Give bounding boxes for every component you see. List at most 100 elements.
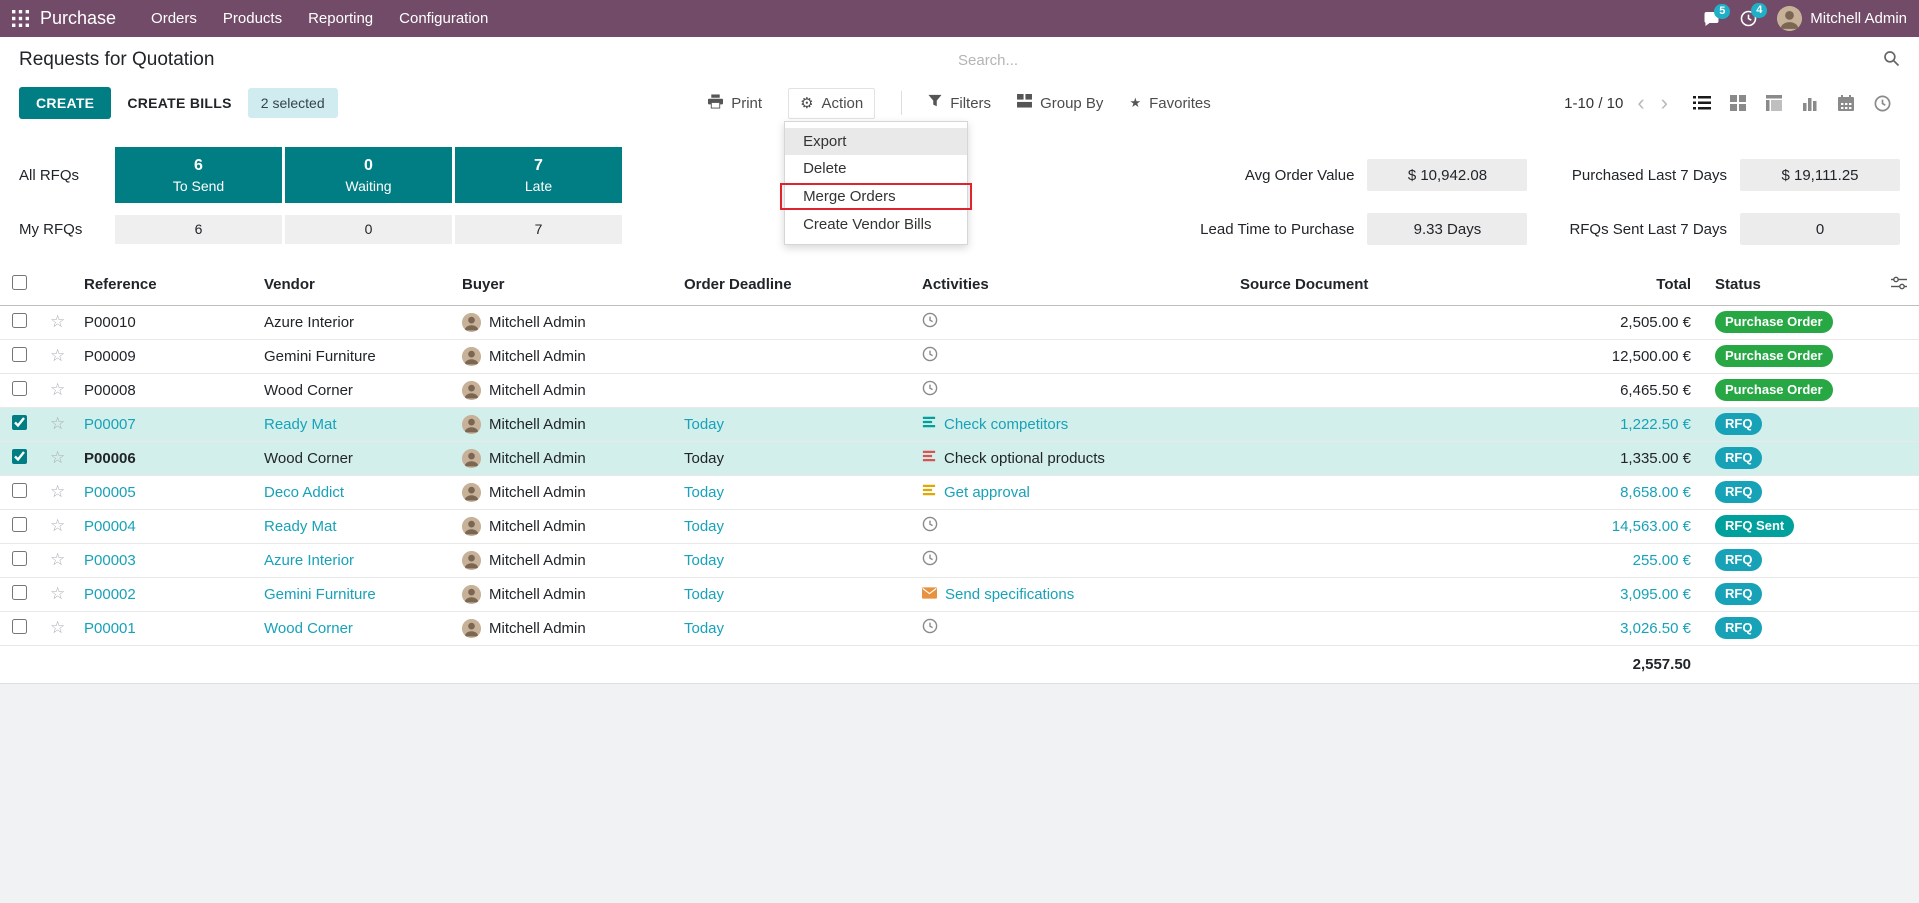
graph-view-icon[interactable] [1792, 88, 1828, 118]
action-menu-item-create-vendor-bills[interactable]: Create Vendor Bills [803, 215, 932, 233]
row-checkbox[interactable] [12, 346, 27, 362]
reference-link[interactable]: P00010 [84, 313, 136, 331]
pager-previous-icon[interactable]: ‹ [1637, 90, 1645, 115]
tasks-icon[interactable] [922, 415, 936, 433]
row-checkbox[interactable] [12, 448, 27, 464]
clock-icon[interactable] [922, 550, 938, 570]
create-button[interactable]: CREATE [19, 87, 112, 119]
row-checkbox[interactable] [12, 584, 27, 600]
clock-icon[interactable] [922, 312, 938, 332]
activities-icon[interactable]: 4 [1740, 3, 1768, 27]
row-checkbox[interactable] [12, 414, 27, 430]
favorite-star-icon[interactable]: ☆ [50, 516, 66, 535]
menu-products[interactable]: Products [222, 10, 283, 27]
activity-label[interactable]: Check competitors [944, 415, 1069, 433]
tasks-icon[interactable] [922, 449, 936, 467]
envelope-icon[interactable] [922, 586, 937, 603]
col-header-source-document[interactable]: Source Document [1228, 265, 1538, 306]
favorite-star-icon[interactable]: ☆ [50, 482, 66, 501]
reference-link[interactable]: P00005 [84, 483, 136, 501]
messages-icon[interactable]: 5 [1703, 3, 1731, 27]
kanban-view-icon[interactable] [1720, 88, 1756, 118]
table-row[interactable]: ☆ P00003 Azure Interior Mitchell Admin T… [0, 543, 1919, 578]
favorite-star-icon[interactable]: ☆ [50, 618, 66, 637]
reference-link[interactable]: P00007 [84, 415, 136, 433]
tasks-icon[interactable] [922, 483, 936, 501]
create-bills-button[interactable]: CREATE BILLS [127, 95, 232, 111]
row-checkbox[interactable] [12, 516, 27, 532]
reference-link[interactable]: P00009 [84, 347, 136, 365]
table-row[interactable]: ☆ P00002 Gemini Furniture Mitchell Admin… [0, 577, 1919, 612]
filters-button[interactable]: Filters [928, 94, 991, 112]
table-row[interactable]: ☆ P00010 Azure Interior Mitchell Admin 2… [0, 305, 1919, 340]
my-kpi-to-send[interactable]: 6 [115, 214, 282, 244]
activity-label[interactable]: Send specifications [945, 585, 1075, 603]
reference-link[interactable]: P00008 [84, 381, 136, 399]
col-header-buyer[interactable]: Buyer [450, 265, 672, 306]
row-checkbox[interactable] [12, 312, 27, 328]
row-checkbox[interactable] [12, 618, 27, 634]
pager-next-icon[interactable]: › [1660, 90, 1668, 115]
table-row[interactable]: ☆ P00007 Ready Mat Mitchell Admin Today … [0, 407, 1919, 442]
table-row[interactable]: ☆ P00004 Ready Mat Mitchell Admin Today … [0, 509, 1919, 544]
table-row[interactable]: ☆ P00005 Deco Addict Mitchell Admin Toda… [0, 475, 1919, 510]
menu-reporting[interactable]: Reporting [308, 10, 374, 27]
favorite-star-icon[interactable]: ☆ [50, 414, 66, 433]
action-menu-item-export[interactable]: Export [785, 127, 968, 155]
app-name[interactable]: Purchase [40, 8, 117, 28]
favorite-star-icon[interactable]: ☆ [50, 448, 66, 467]
row-checkbox[interactable] [12, 482, 27, 498]
row-checkbox[interactable] [12, 380, 27, 396]
user-menu[interactable]: Mitchell Admin [1777, 6, 1907, 31]
kpi-waiting[interactable]: 0 Waiting [285, 147, 452, 203]
reference-link[interactable]: P00003 [84, 551, 136, 569]
col-header-status[interactable]: Status [1703, 265, 1879, 306]
my-kpi-late[interactable]: 7 [455, 214, 622, 244]
table-row[interactable]: ☆ P00001 Wood Corner Mitchell Admin Toda… [0, 611, 1919, 646]
table-row[interactable]: ☆ P00009 Gemini Furniture Mitchell Admin… [0, 339, 1919, 374]
pivot-view-icon[interactable] [1756, 88, 1792, 118]
col-header-order-deadline[interactable]: Order Deadline [672, 265, 910, 306]
clock-icon[interactable] [922, 516, 938, 536]
table-row[interactable]: ☆ P00006 Wood Corner Mitchell Admin Toda… [0, 441, 1919, 476]
activity-label[interactable]: Get approval [944, 483, 1030, 501]
search-icon[interactable] [1883, 50, 1900, 71]
reference-link[interactable]: P00006 [84, 449, 136, 467]
favorite-star-icon[interactable]: ☆ [50, 550, 66, 569]
clock-icon[interactable] [922, 380, 938, 400]
action-menu-item-merge-orders[interactable]: Merge Orders [780, 182, 973, 210]
my-kpi-waiting[interactable]: 0 [285, 214, 452, 244]
favorite-star-icon[interactable]: ☆ [50, 380, 66, 399]
col-header-activities[interactable]: Activities [910, 265, 1228, 306]
favorite-star-icon[interactable]: ☆ [50, 312, 66, 331]
row-checkbox[interactable] [12, 550, 27, 566]
action-menu-item-delete[interactable]: Delete [803, 159, 847, 177]
menu-orders[interactable]: Orders [151, 10, 197, 27]
print-button[interactable]: Print [708, 93, 762, 113]
apps-grid-icon[interactable] [0, 0, 40, 37]
search-input[interactable] [958, 51, 1873, 69]
action-button[interactable]: ⚙ Action [788, 87, 876, 119]
clock-icon[interactable] [922, 618, 938, 638]
table-row[interactable]: ☆ P00008 Wood Corner Mitchell Admin 6,46… [0, 373, 1919, 408]
calendar-view-icon[interactable] [1828, 88, 1864, 118]
kpi-late[interactable]: 7 Late [455, 147, 622, 203]
col-header-vendor[interactable]: Vendor [252, 265, 450, 306]
menu-configuration[interactable]: Configuration [399, 10, 489, 27]
favorite-star-icon[interactable]: ☆ [50, 584, 66, 603]
optional-columns-icon[interactable] [1891, 276, 1907, 294]
list-view-icon[interactable] [1684, 88, 1720, 118]
col-header-total[interactable]: Total [1538, 265, 1703, 306]
reference-link[interactable]: P00001 [84, 619, 136, 637]
reference-link[interactable]: P00002 [84, 585, 136, 603]
favorite-star-icon[interactable]: ☆ [50, 346, 66, 365]
clock-icon[interactable] [922, 346, 938, 366]
favorites-button[interactable]: ★ Favorites [1129, 94, 1211, 112]
activity-view-icon[interactable] [1864, 88, 1900, 118]
group-by-button[interactable]: Group By [1017, 94, 1103, 112]
activity-label[interactable]: Check optional products [944, 449, 1105, 467]
kpi-to-send[interactable]: 6 To Send [115, 147, 282, 203]
col-header-reference[interactable]: Reference [72, 265, 252, 306]
reference-link[interactable]: P00004 [84, 517, 136, 535]
select-all-checkbox[interactable] [12, 275, 27, 291]
